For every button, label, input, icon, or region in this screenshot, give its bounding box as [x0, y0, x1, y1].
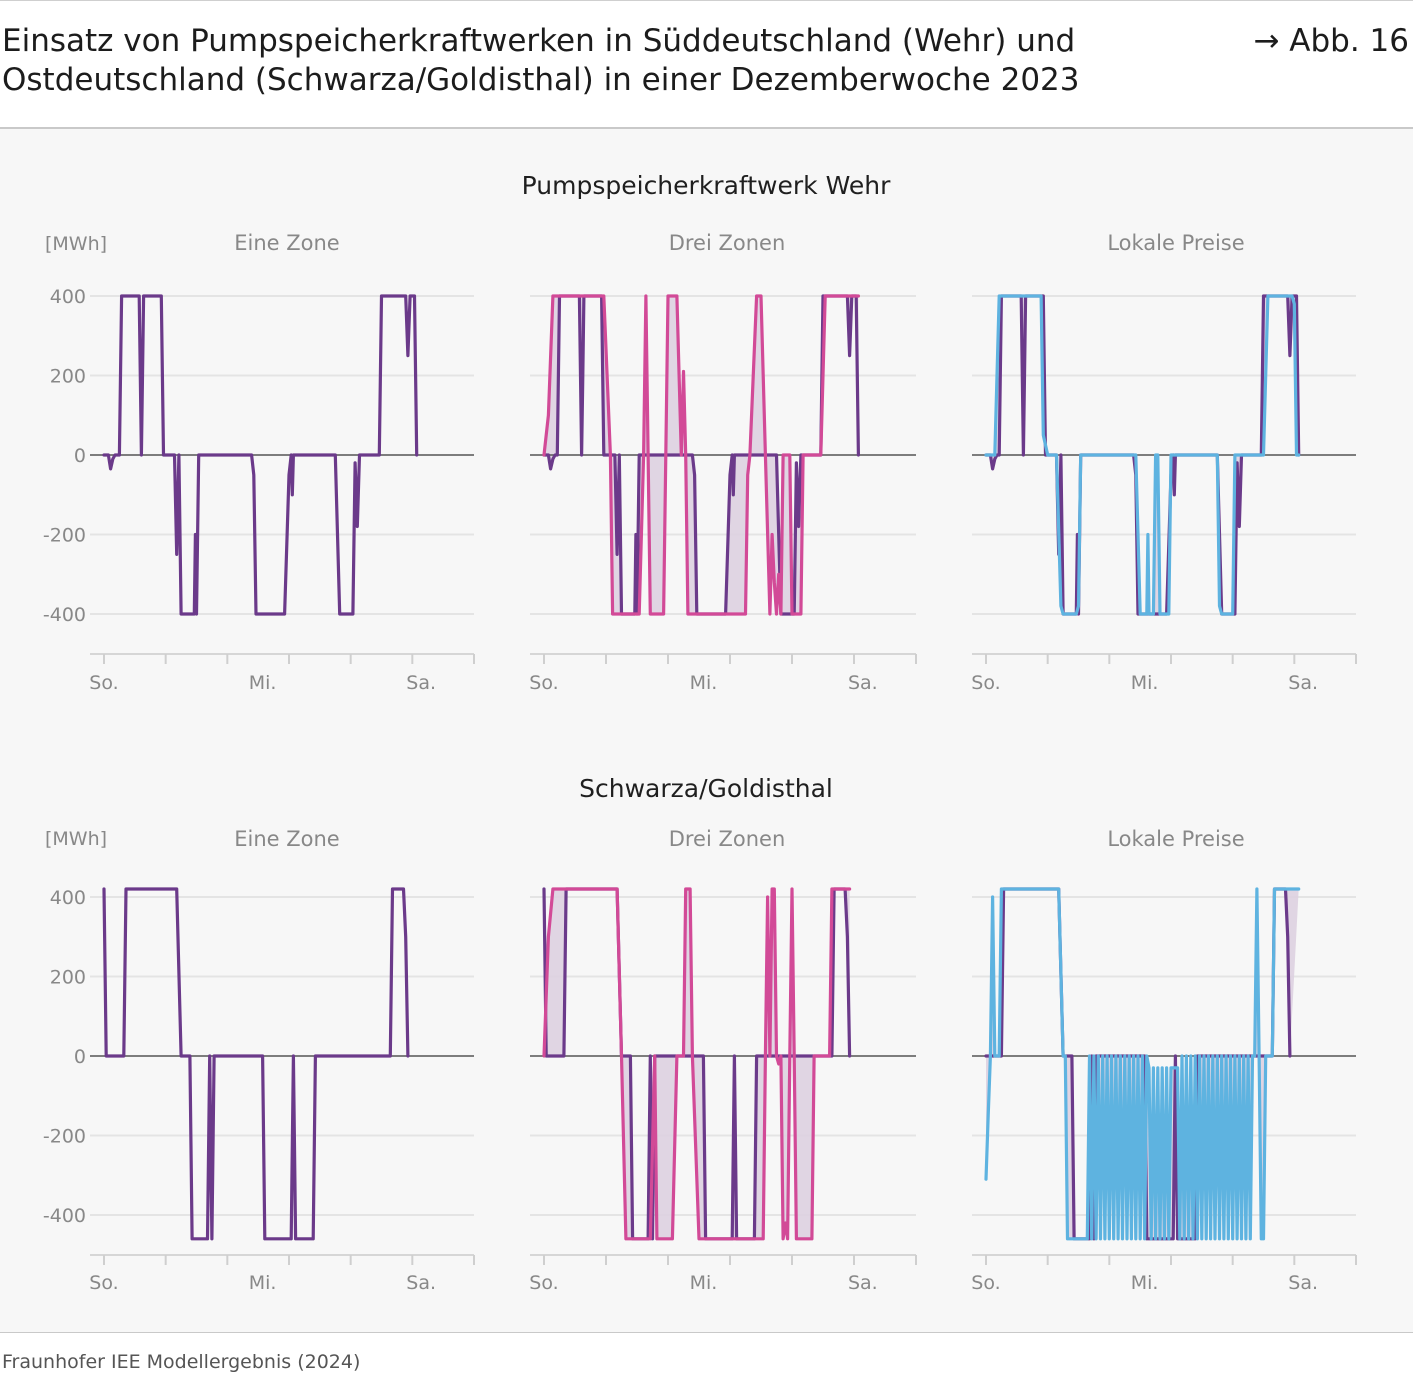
x-tick-label-row2-panel2: Mi. [690, 1272, 718, 1294]
x-tick-label-row2-panel2: So. [529, 1272, 558, 1294]
series-line-lokale-preise-row2-panel3 [984, 887, 1301, 1241]
series-line-drei-zonen-row1-panel2 [542, 294, 860, 616]
y-tick-label-row1: -200 [43, 525, 86, 547]
x-tick-label-row2-panel3: Mi. [1131, 1272, 1159, 1294]
x-tick-label-row2-panel1: Sa. [406, 1272, 436, 1294]
series-line-eine-zone-row1-panel1 [102, 294, 419, 616]
x-tick-label-row1-panel1: So. [89, 672, 118, 694]
panel-title-row2-panel2: Drei Zonen [669, 827, 786, 851]
y-axis-unit-label-row2: [MWh] [45, 828, 107, 850]
footer-divider [0, 1332, 1413, 1333]
difference-area-row2-panel2 [544, 889, 850, 1239]
y-tick-label-row2: -200 [43, 1126, 86, 1148]
x-tick-label-row1-panel3: So. [971, 672, 1000, 694]
x-tick-label-row1-panel1: Mi. [249, 672, 277, 694]
page-title: Einsatz von Pumpspeicherkraftwerken in S… [2, 23, 1080, 98]
x-tick-label-row1-panel2: So. [529, 672, 558, 694]
y-tick-label-row2: 200 [50, 967, 86, 989]
series-line-drei-zonen-row2-panel2 [542, 887, 852, 1241]
y-axis-unit-label-row1: [MWh] [45, 233, 107, 255]
y-tick-label-row1: 400 [50, 286, 86, 308]
panel-title-row2-panel1: Eine Zone [234, 827, 339, 851]
y-tick-label-row1: 200 [50, 366, 86, 388]
top-rule [0, 0, 1413, 1]
figure-reference-link[interactable]: → Abb. 16 [1253, 23, 1409, 59]
x-tick-label-row1-panel3: Sa. [1288, 672, 1318, 694]
y-tick-label-row2: 400 [50, 887, 86, 909]
y-tick-label-row2: 0 [74, 1046, 86, 1068]
panel-title-row1-panel1: Eine Zone [234, 231, 339, 255]
x-tick-label-row2-panel3: Sa. [1288, 1272, 1318, 1294]
chart-layer: Pumpspeicherkraftwerk Wehr [MWh] Eine Zone… [43, 171, 1357, 1294]
y-tick-label-row1: -400 [43, 604, 86, 626]
x-tick-label-row2-panel1: So. [89, 1272, 118, 1294]
x-tick-label-row1-panel3: Mi. [1131, 672, 1159, 694]
header-divider [0, 127, 1413, 129]
series-line-eine-zone-row2-panel1 [102, 887, 410, 1241]
source-note: Fraunhofer IEE Modellergebnis (2024) [2, 1351, 361, 1373]
y-tick-label-row1: 0 [74, 445, 86, 467]
chart-title-row2: Schwarza/Goldisthal [579, 774, 833, 803]
x-tick-label-row1-panel2: Sa. [848, 672, 878, 694]
panel-title-row1-panel2: Drei Zonen [669, 231, 786, 255]
chart-title-row1: Pumpspeicherkraftwerk Wehr [522, 171, 891, 200]
x-tick-label-row1-panel2: Mi. [690, 672, 718, 694]
y-tick-label-row2: -400 [43, 1205, 86, 1227]
panel-title-row2-panel3: Lokale Preise [1107, 827, 1244, 851]
x-tick-label-row1-panel1: Sa. [406, 672, 436, 694]
series-line-lokale-preise-row1-panel3 [984, 294, 1301, 616]
x-tick-label-row2-panel3: So. [971, 1272, 1000, 1294]
x-tick-label-row2-panel2: Sa. [848, 1272, 878, 1294]
x-tick-label-row2-panel1: Mi. [249, 1272, 277, 1294]
panel-title-row1-panel3: Lokale Preise [1107, 231, 1244, 255]
